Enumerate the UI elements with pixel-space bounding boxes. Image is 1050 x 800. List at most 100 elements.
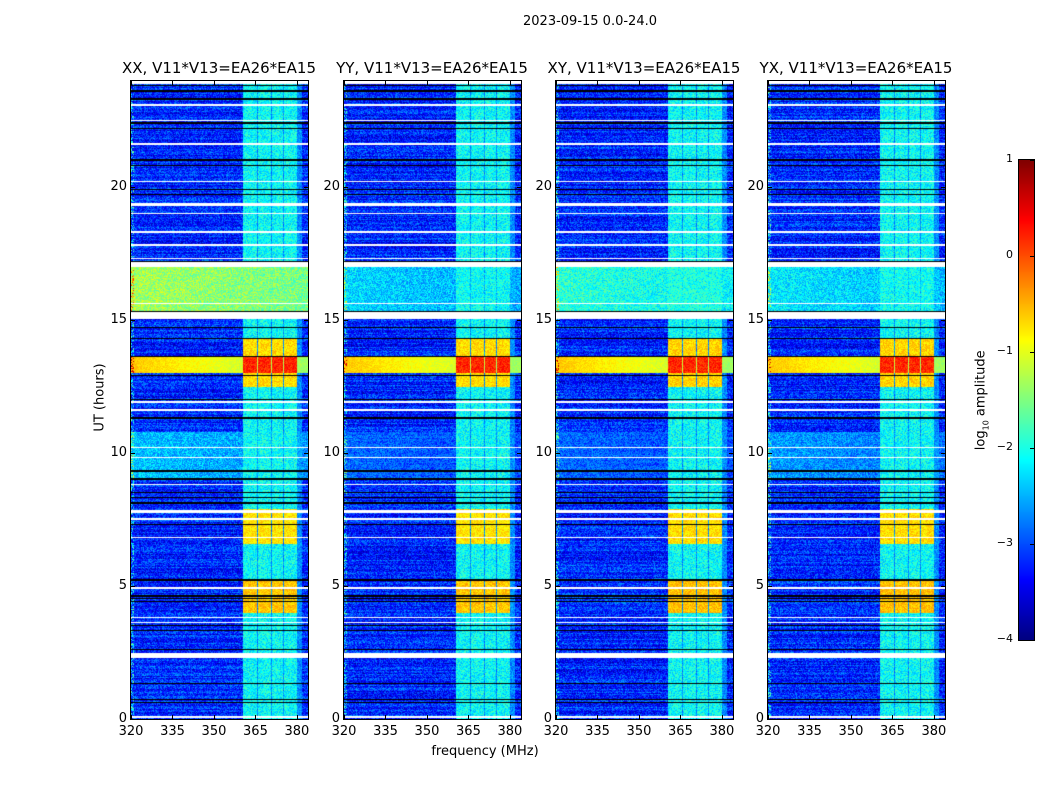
x-tick-label: 335 xyxy=(585,724,610,739)
x-tick-label: 350 xyxy=(838,724,864,739)
panel-title: YX, V11*V13=EA26*EA15 xyxy=(759,59,953,77)
x-tick xyxy=(680,81,682,85)
x-tick-label: 350 xyxy=(626,724,652,739)
y-tick xyxy=(304,187,308,189)
x-tick-label: 365 xyxy=(456,724,481,739)
y-tick xyxy=(344,453,348,455)
x-tick-label: 320 xyxy=(118,724,144,739)
x-tick xyxy=(809,715,811,719)
y-tick-label: 15 xyxy=(110,312,127,328)
heatmap-image xyxy=(556,81,733,719)
x-tick xyxy=(597,715,599,719)
y-tick xyxy=(517,586,521,588)
y-tick xyxy=(131,187,135,189)
x-axis-label: frequency (MHz) xyxy=(431,744,539,759)
colorbar-tick xyxy=(1030,160,1034,161)
heatmap-panel-yx xyxy=(767,80,946,720)
x-tick xyxy=(344,81,345,85)
colorbar-tick xyxy=(1030,352,1034,353)
y-tick xyxy=(556,453,560,455)
y-tick-label: 10 xyxy=(323,445,340,461)
y-tick xyxy=(768,586,772,588)
y-tick xyxy=(768,187,772,189)
x-tick xyxy=(344,715,345,719)
x-tick-label: 380 xyxy=(284,724,310,739)
x-tick-label: 320 xyxy=(331,724,357,739)
x-tick-label: 320 xyxy=(543,724,569,739)
y-tick xyxy=(729,187,733,189)
x-tick xyxy=(597,81,599,85)
y-tick xyxy=(941,586,945,588)
x-tick-label: 335 xyxy=(373,724,398,739)
x-tick xyxy=(892,81,894,85)
y-tick xyxy=(556,320,560,322)
y-tick-label: 10 xyxy=(535,445,552,461)
x-tick-label: 350 xyxy=(201,724,227,739)
y-tick xyxy=(131,320,135,322)
x-tick xyxy=(385,81,387,85)
colorbar-tick xyxy=(1030,256,1034,257)
y-tick-label: 5 xyxy=(331,578,340,594)
y-tick xyxy=(729,586,733,588)
colorbar-label: log10 amplitude xyxy=(974,330,991,470)
x-tick xyxy=(509,715,511,719)
heatmap-image xyxy=(344,81,521,719)
x-tick xyxy=(933,715,935,719)
y-tick-label: 20 xyxy=(747,179,764,195)
colorbar-label-subscript: 10 xyxy=(981,420,991,431)
y-tick-label: 15 xyxy=(535,312,552,328)
heatmap-image xyxy=(768,81,945,719)
y-tick xyxy=(344,586,348,588)
y-tick xyxy=(729,453,733,455)
heatmap-panel-yy xyxy=(343,80,522,720)
x-tick-label: 365 xyxy=(243,724,268,739)
y-tick xyxy=(517,320,521,322)
y-tick-label: 0 xyxy=(543,711,552,726)
colorbar xyxy=(1018,159,1035,641)
x-tick xyxy=(213,81,215,85)
y-tick xyxy=(556,586,560,588)
x-tick xyxy=(172,715,174,719)
colorbar-gradient xyxy=(1019,160,1034,640)
x-tick xyxy=(213,715,215,719)
x-tick xyxy=(468,81,470,85)
y-tick xyxy=(131,586,135,588)
y-tick-label: 0 xyxy=(755,711,764,726)
y-tick xyxy=(941,719,945,720)
x-tick xyxy=(850,81,852,85)
colorbar-tick-label: −1 xyxy=(996,344,1013,357)
y-tick xyxy=(768,719,772,720)
y-tick xyxy=(304,719,308,720)
x-tick xyxy=(131,81,132,85)
y-tick xyxy=(768,453,772,455)
y-tick xyxy=(556,719,560,720)
x-tick-label: 365 xyxy=(880,724,905,739)
colorbar-tick xyxy=(1030,544,1034,545)
y-tick xyxy=(304,453,308,455)
y-tick xyxy=(517,453,521,455)
x-tick xyxy=(296,715,298,719)
x-tick xyxy=(809,81,811,85)
x-tick xyxy=(892,715,894,719)
y-tick-label: 15 xyxy=(747,312,764,328)
y-tick xyxy=(304,586,308,588)
x-tick-label: 335 xyxy=(160,724,185,739)
y-tick xyxy=(131,719,135,720)
x-tick-label: 380 xyxy=(921,724,947,739)
y-tick-label: 0 xyxy=(331,711,340,726)
panel-title: XX, V11*V13=EA26*EA15 xyxy=(121,59,316,77)
y-tick xyxy=(941,320,945,322)
y-tick xyxy=(344,320,348,322)
colorbar-label-rest: amplitude xyxy=(973,350,989,421)
x-tick xyxy=(556,715,557,719)
y-tick xyxy=(517,719,521,720)
x-tick xyxy=(255,81,257,85)
x-tick xyxy=(426,81,428,85)
x-tick xyxy=(933,81,935,85)
figure-title: 2023-09-15 0.0-24.0 xyxy=(523,14,657,29)
colorbar-tick-label: 1 xyxy=(1006,152,1013,165)
colorbar-tick-label: 0 xyxy=(1006,248,1013,261)
y-tick-label: 10 xyxy=(110,445,127,461)
x-tick xyxy=(255,715,257,719)
x-tick xyxy=(426,715,428,719)
